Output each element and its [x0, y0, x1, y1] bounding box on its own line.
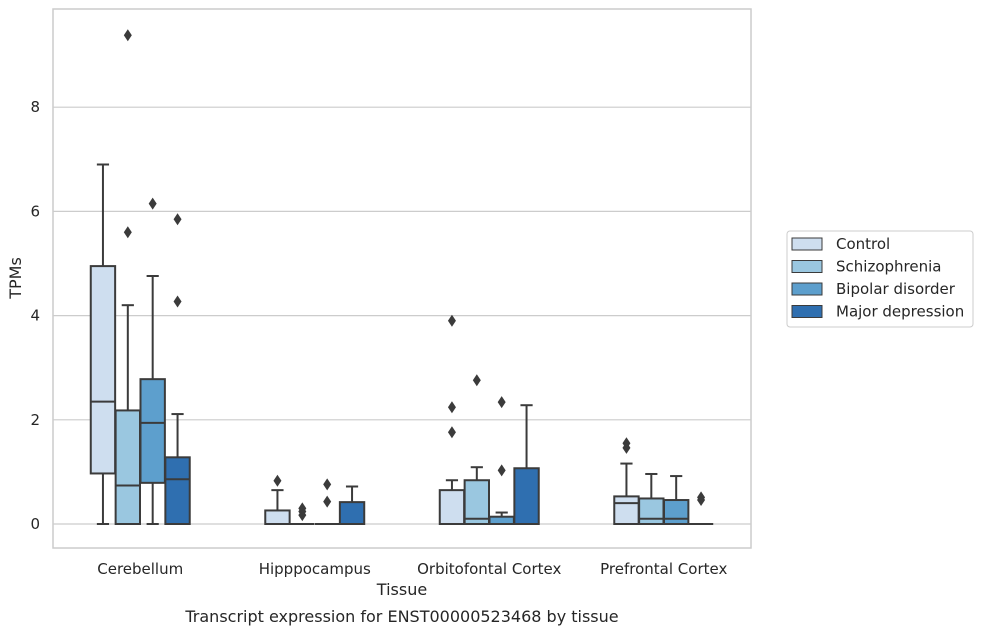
y-tick-label: 2 — [30, 411, 40, 429]
series-bipolar-disorder — [139, 197, 690, 525]
legend-swatch — [791, 305, 823, 318]
box-body — [513, 467, 540, 525]
box-body — [463, 479, 491, 525]
box-body — [638, 497, 665, 526]
legend-label: Bipolar disorder — [836, 280, 956, 298]
box — [488, 396, 515, 525]
outlier-point — [148, 197, 157, 210]
box — [164, 213, 191, 526]
outlier-point — [123, 29, 132, 42]
outlier-point — [622, 437, 631, 450]
box — [264, 474, 291, 526]
box-body — [438, 489, 466, 526]
x-tick-label: Orbitofontal Cortex — [417, 560, 561, 578]
x-tick-label: Prefrontal Cortex — [600, 560, 727, 578]
box-body — [114, 409, 142, 525]
box — [314, 478, 340, 525]
outlier-point — [497, 464, 506, 477]
box — [513, 404, 540, 525]
legend-swatch — [791, 237, 823, 251]
outlier-point — [273, 474, 282, 487]
series-major-depression — [164, 213, 714, 526]
box-body — [89, 265, 117, 475]
outlier-point — [447, 314, 456, 327]
box — [662, 475, 690, 525]
plot-area — [52, 8, 752, 549]
outlier-point — [472, 374, 481, 387]
box — [139, 197, 166, 525]
x-axis-ticks: Cerebellum Hipppocampus Orbitofontal Corte… — [97, 560, 727, 578]
box-body — [164, 456, 191, 526]
y-tick-label: 6 — [30, 202, 40, 220]
outlier-point — [173, 213, 182, 226]
series-schizophrenia — [114, 29, 665, 526]
chart-caption: Transcript expression for ENST0000052346… — [184, 607, 618, 626]
outlier-point — [123, 226, 132, 239]
outlier-point — [697, 491, 706, 504]
legend-label: Control — [836, 235, 890, 253]
x-axis-label: Tissue — [376, 580, 427, 599]
box — [338, 485, 366, 526]
box-body — [488, 515, 515, 525]
y-axis-ticks: 0 2 4 6 8 — [30, 98, 40, 533]
y-axis-label: TPMs — [6, 257, 25, 300]
legend: Control Schizophrenia Bipolar disorder Majo… — [786, 230, 974, 328]
y-tick-label: 8 — [30, 98, 40, 116]
box — [638, 472, 665, 526]
y-tick-label: 4 — [30, 307, 40, 325]
legend-label: Schizophrenia — [836, 258, 941, 276]
legend-swatch — [791, 282, 823, 296]
series-control — [89, 163, 640, 526]
outlier-point — [323, 478, 332, 491]
box-body — [338, 501, 366, 526]
box-body — [139, 378, 166, 484]
legend-label: Major depression — [836, 303, 964, 321]
legend-frame — [786, 230, 974, 328]
box-body — [613, 495, 640, 525]
outlier-point — [447, 426, 456, 439]
y-tick-label: 0 — [30, 515, 40, 533]
x-tick-label: Cerebellum — [97, 560, 183, 578]
outlier-point — [298, 502, 307, 515]
x-tick-label: Hipppocampus — [259, 560, 371, 578]
outlier-point — [173, 295, 182, 308]
box-body — [264, 509, 291, 526]
legend-swatch — [791, 260, 823, 273]
outlier-point — [323, 495, 332, 508]
box — [89, 163, 117, 525]
box — [688, 491, 714, 525]
outlier-point — [497, 396, 506, 409]
outlier-point — [447, 401, 456, 414]
box-body — [662, 499, 690, 525]
box — [613, 437, 640, 525]
box — [438, 314, 466, 526]
box — [290, 502, 315, 525]
box — [114, 29, 142, 525]
box-plot-series — [89, 29, 714, 526]
box — [463, 374, 491, 525]
